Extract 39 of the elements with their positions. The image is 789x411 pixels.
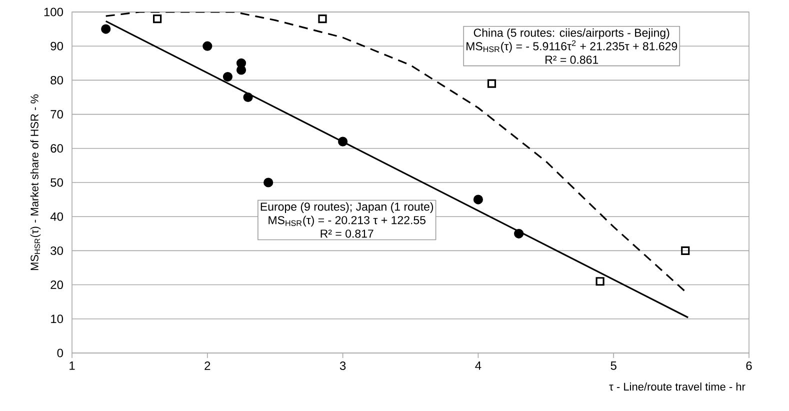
point <box>236 65 246 75</box>
point <box>338 136 348 146</box>
y-tick-label: 40 <box>50 212 64 221</box>
y-tick-label: 30 <box>50 246 64 255</box>
annotation: R² = 0.817 <box>320 230 374 238</box>
point <box>514 228 524 238</box>
y-tick-label: 70 <box>50 110 64 119</box>
annotation: MS$_{HSR}$(τ) = - 20.213 τ + 122.55 <box>268 216 426 226</box>
point <box>222 72 233 82</box>
annotation: Europe (9 routes); Japan (1 route) <box>260 202 434 213</box>
point <box>318 14 327 24</box>
y-tick-label: 10 <box>51 314 64 324</box>
point <box>596 277 604 286</box>
point <box>202 41 212 51</box>
y-tick-label: 60 <box>50 144 64 153</box>
point <box>153 14 162 24</box>
annotation: China (5 routes: ciies/airports - Bejing) <box>474 28 670 40</box>
y-tick-label: 20 <box>50 280 64 290</box>
y-axis-title: MS$_{HSR}$(τ) - Market share of HSR - % <box>30 94 41 270</box>
point <box>487 79 496 88</box>
point <box>101 24 111 34</box>
point <box>473 194 483 204</box>
y-tick-label: 90 <box>50 42 64 50</box>
y-tick-label: 80 <box>50 76 64 84</box>
x-axis-title: τ - Line/route travel time - hr <box>609 382 746 391</box>
annotation: R² = 0.861 <box>546 56 598 64</box>
y-tick-label: 100 <box>44 8 64 16</box>
x-tick-label: 6 <box>746 362 752 370</box>
x-tick-label: 5 <box>610 362 616 370</box>
y-tick-label: 50 <box>50 178 64 187</box>
point <box>243 92 253 102</box>
y-tick-label: 0 <box>57 348 64 358</box>
point <box>681 246 690 255</box>
x-tick-label: 3 <box>340 362 346 370</box>
x-tick-label: 1 <box>70 362 75 370</box>
point <box>264 178 274 188</box>
x-tick-label: 4 <box>475 362 482 370</box>
annotation: MS$_{HSR}$(τ) = - 5.9116τ$^{2}$ + 21.235τ + 81.629 <box>466 40 678 53</box>
x-tick-label: 2 <box>204 362 210 370</box>
